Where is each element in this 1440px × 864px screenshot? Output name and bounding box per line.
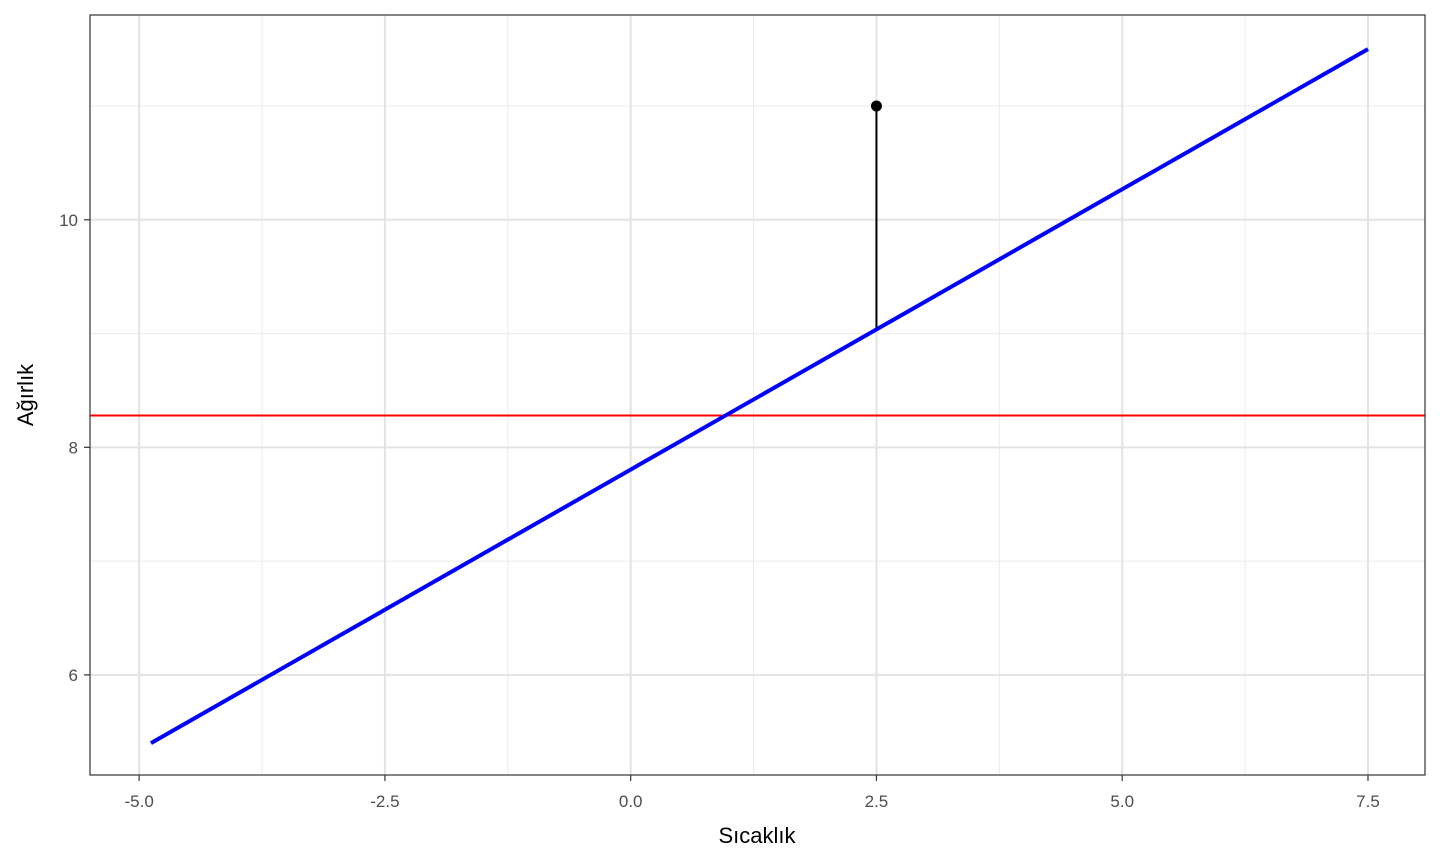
regression-line [149,47,1369,745]
y-tick-label: 10 [59,211,78,230]
grid-major [90,15,1425,775]
x-axis-title: Sıcaklık [718,823,796,848]
y-tick-label: 8 [69,438,78,457]
x-tick-label: -2.5 [370,792,399,811]
x-tick-label: -5.0 [125,792,154,811]
y-axis: 6 8 10 [59,211,90,685]
grid-minor [90,15,1425,775]
series-layer [90,47,1425,745]
plot-border [89,14,1426,776]
data-point [870,100,882,112]
x-tick-label: 7.5 [1356,792,1380,811]
x-tick-label: 5.0 [1110,792,1134,811]
y-axis-title: Ağırlık [13,363,38,426]
x-axis: -5.0 -2.5 0.0 2.5 5.0 7.5 [125,775,1380,811]
x-tick-label: 2.5 [865,792,889,811]
y-tick-label: 6 [69,666,78,685]
x-tick-label: 0.0 [619,792,643,811]
